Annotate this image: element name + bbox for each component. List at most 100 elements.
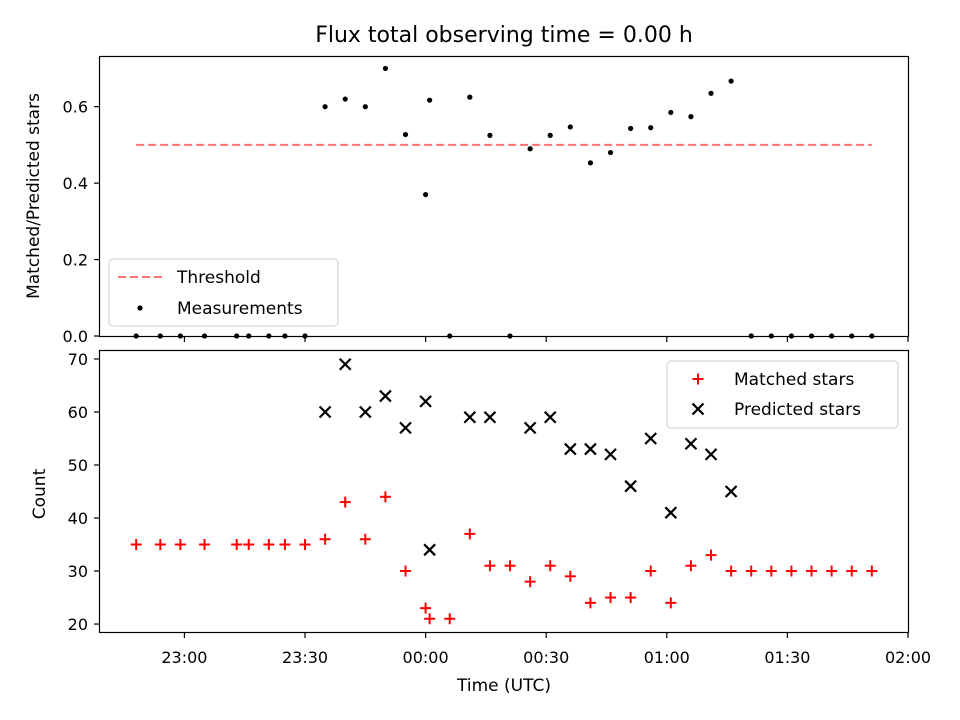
matched-star-point	[785, 565, 797, 577]
matched-star-point	[745, 565, 757, 577]
matched-star-point	[645, 565, 657, 577]
bottom-axis-ticks: 20 30 40 50 60 70 23:00 23:30 00:00 00:30 01:00 01:…	[68, 350, 931, 667]
matched-stars-legend-swatch	[692, 373, 704, 385]
matched-star-point	[379, 491, 391, 503]
bottom-plot-frame	[98, 349, 910, 634]
measurement-point	[708, 90, 714, 96]
y-tick-label: 20	[68, 615, 88, 634]
x-tick-label: 01:30	[764, 648, 810, 667]
matched-star-point	[444, 613, 456, 625]
matched-star-point	[420, 602, 432, 614]
predicted-star-point	[399, 421, 412, 435]
predicted-star-point	[564, 442, 577, 456]
y-tick-label: 30	[68, 562, 88, 581]
measurement-point	[423, 191, 429, 198]
measurement-point	[688, 114, 694, 120]
bottom-plot-marks	[130, 357, 878, 625]
measurement-point	[547, 132, 553, 138]
measurement-point	[527, 146, 533, 152]
x-tick-label: 00:30	[523, 648, 569, 667]
x-tick-label: 02:00	[885, 648, 931, 667]
x-tick-label: 23:30	[282, 648, 328, 667]
predicted-star-point	[644, 432, 658, 445]
top-legend-box	[108, 258, 339, 327]
matched-star-point	[243, 539, 255, 551]
y-tick-label: 0.2	[63, 251, 88, 270]
measurement-point	[607, 149, 614, 156]
predicted-stars-legend-swatch	[691, 402, 705, 416]
predicted-star-point	[379, 389, 392, 403]
predicted-star-point	[359, 405, 372, 419]
matched-stars-legend-label: Matched stars	[734, 370, 854, 390]
measurement-point	[427, 97, 433, 103]
matched-star-point	[544, 560, 556, 572]
matched-star-point	[299, 539, 311, 551]
y-tick-label: 70	[68, 350, 88, 369]
matched-star-point	[484, 560, 496, 572]
predicted-stars-legend-label: Predicted stars	[734, 400, 861, 420]
predicted-star-point	[684, 437, 698, 451]
y-tick-label: 0.6	[63, 98, 88, 117]
measurement-point	[587, 160, 594, 166]
matched-star-point	[359, 533, 371, 545]
predicted-star-point	[318, 405, 332, 419]
top-y-axis-label: Matched/Predicted stars	[24, 93, 44, 299]
threshold-legend-label: Threshold	[176, 268, 261, 288]
predicted-star-point	[584, 442, 597, 456]
measurements-legend-label: Measurements	[177, 299, 303, 319]
matched-star-point	[424, 613, 436, 625]
predicted-star-point	[664, 506, 678, 519]
predicted-star-point	[543, 410, 557, 424]
matched-star-point	[806, 565, 818, 577]
top-panel: Flux total observing time = 0.00 h Match…	[24, 23, 910, 346]
bottom-legend: Matched stars Predicted stars	[666, 360, 899, 429]
matched-star-point	[685, 560, 697, 572]
measurement-point	[402, 131, 409, 138]
matched-star-point	[765, 565, 777, 577]
measurement-point	[567, 124, 573, 130]
measurements-legend-swatch	[137, 305, 143, 311]
x-tick-label: 01:00	[644, 648, 690, 667]
matched-star-point	[174, 539, 186, 551]
bottom-legend-box	[666, 360, 899, 429]
y-tick-label: 50	[68, 456, 88, 475]
predicted-star-point	[483, 410, 497, 424]
y-tick-label: 60	[68, 403, 88, 422]
top-axis-ticks: 0.0 0.2 0.4 0.6	[63, 98, 909, 346]
matched-star-point	[199, 539, 211, 551]
matched-star-point	[263, 539, 275, 551]
legend-plus-marker	[692, 373, 704, 385]
predicted-star-point	[624, 479, 637, 493]
top-plot-frame	[98, 55, 910, 338]
measurement-point	[628, 125, 634, 132]
legend-x-marker	[691, 402, 705, 416]
matched-star-point	[705, 549, 717, 561]
measurement-point	[362, 104, 368, 110]
predicted-star-point	[523, 421, 537, 435]
bottom-y-axis-label: Count	[30, 468, 50, 519]
matched-star-point	[625, 592, 637, 604]
y-tick-label: 0.4	[63, 174, 88, 193]
predicted-star-point	[338, 357, 352, 371]
matched-star-point	[584, 597, 596, 609]
matched-star-point	[339, 496, 351, 508]
predicted-star-point	[604, 448, 617, 461]
top-legend: Threshold Measurements	[108, 258, 339, 327]
measurement-point	[382, 65, 389, 72]
matched-star-point	[231, 539, 243, 551]
measurement-point	[342, 96, 348, 102]
matched-star-point	[846, 565, 858, 577]
x-tick-label: 23:00	[161, 648, 207, 667]
measurement-point	[487, 132, 493, 138]
matched-star-point	[400, 565, 412, 577]
measurement-point	[467, 94, 473, 100]
matched-star-point	[826, 565, 838, 577]
bottom-panel: Count Time (UTC) 20 30 40 50 60 70 23:00 23:30 0…	[30, 349, 931, 696]
matched-star-point	[130, 539, 142, 551]
matched-star-point	[279, 539, 291, 551]
matched-star-point	[524, 576, 536, 588]
predicted-star-point	[724, 485, 738, 498]
matched-star-point	[319, 533, 331, 545]
predicted-star-point	[423, 543, 436, 557]
matched-star-point	[154, 539, 166, 551]
